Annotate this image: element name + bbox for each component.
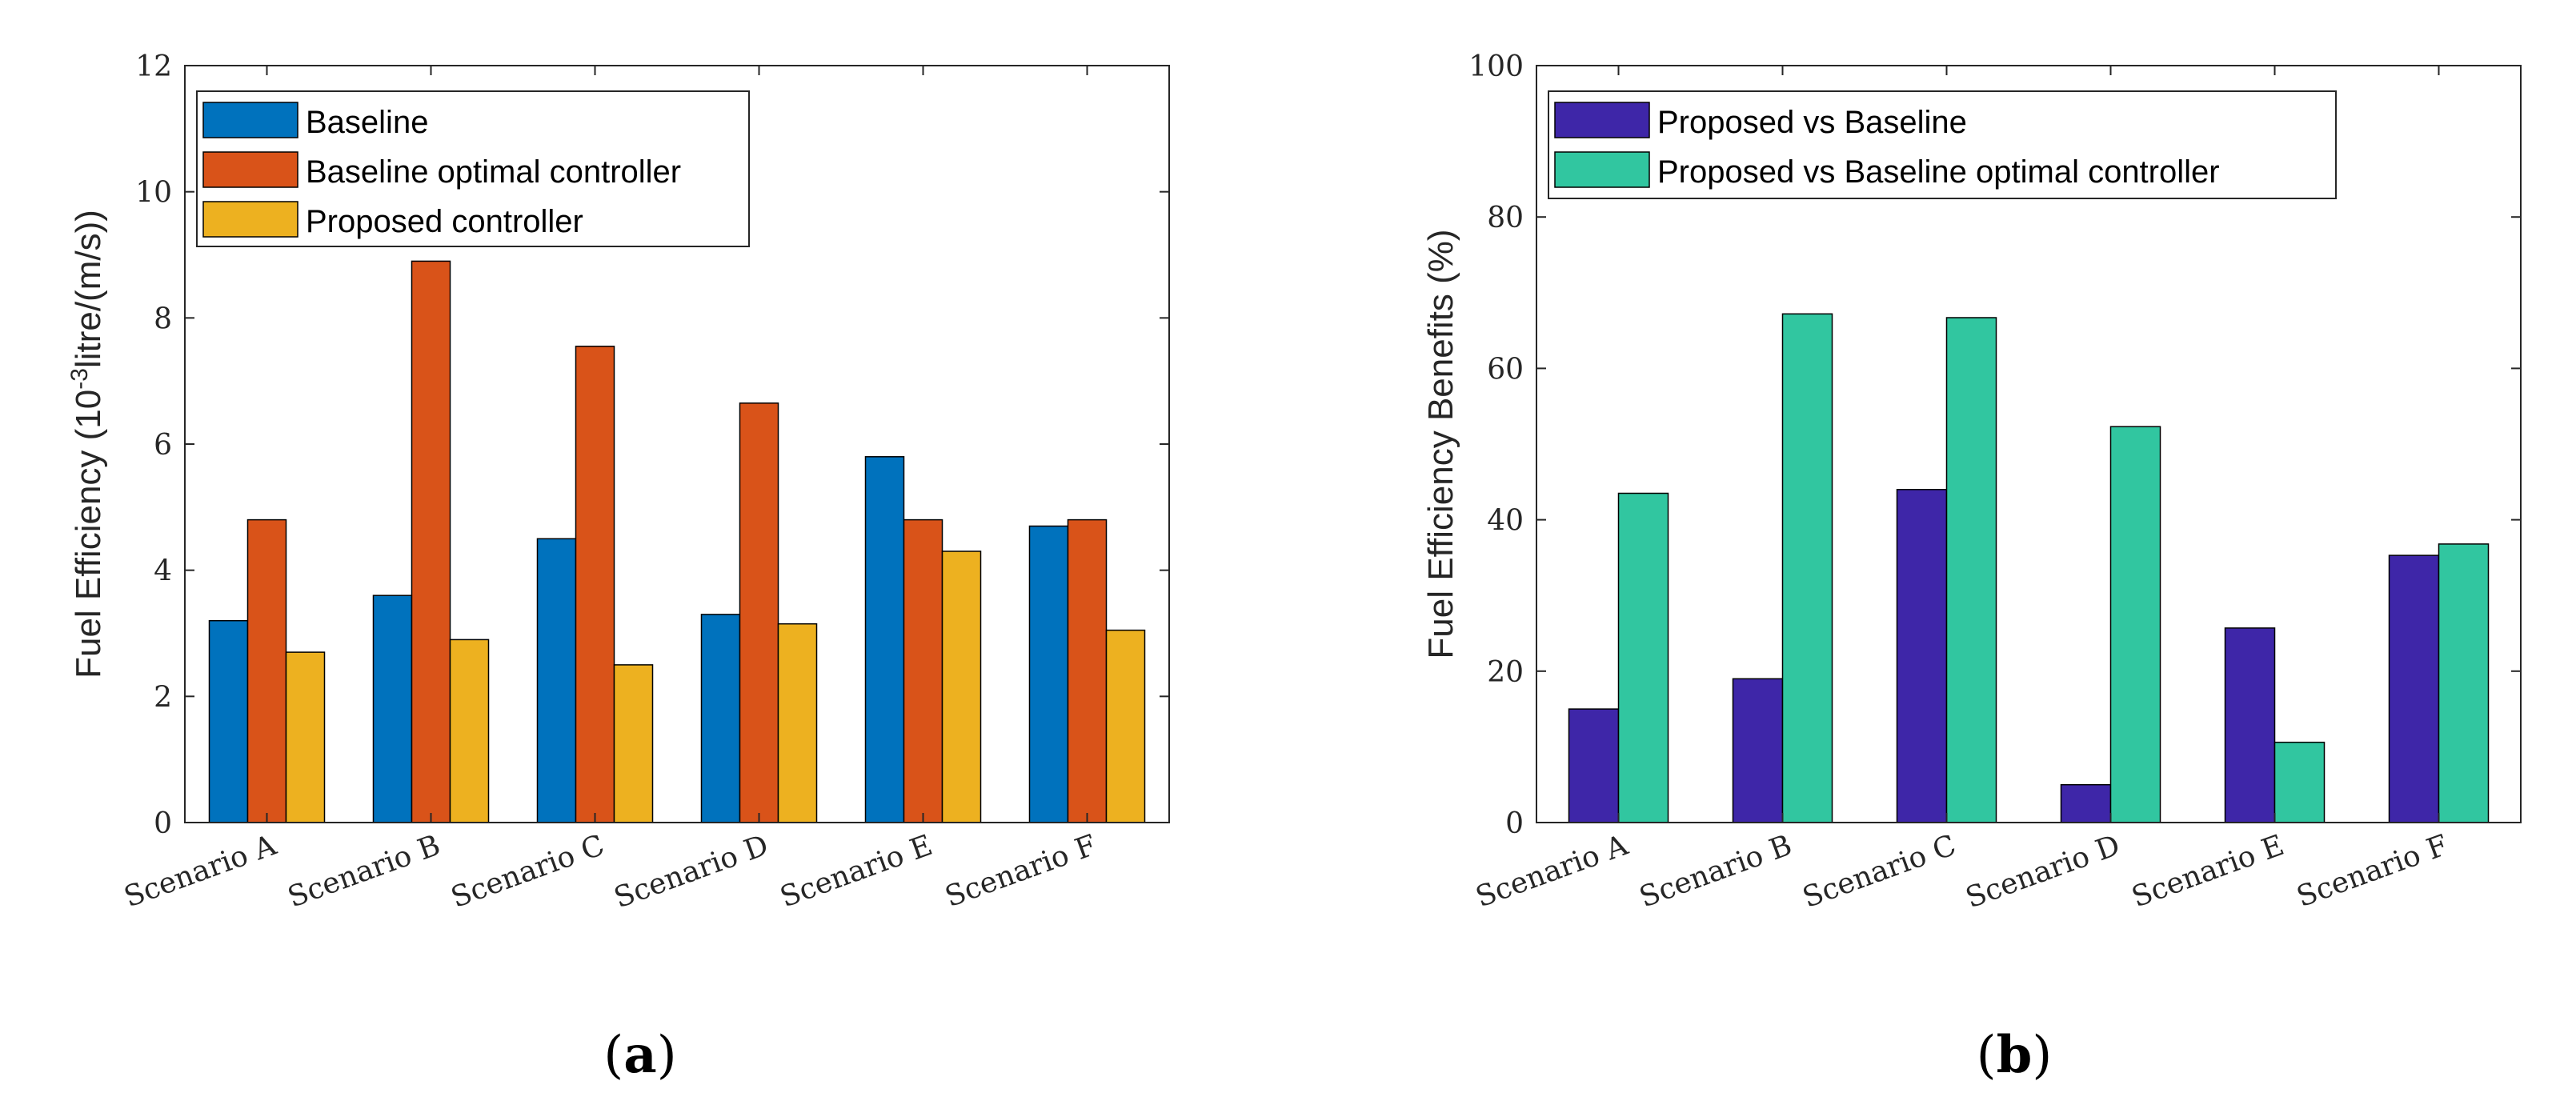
chart-b-legend: Proposed vs Baseline Proposed vs Baselin… xyxy=(1548,90,2337,199)
chart-a-axes-box xyxy=(184,65,1170,823)
chart-a-category-label: Scenario E xyxy=(776,829,937,915)
chart-b-category-label: Scenario E xyxy=(2128,829,2289,915)
chart-a-panel-letter: a xyxy=(623,1025,656,1085)
chart-a-category-label: Scenario A xyxy=(120,829,282,915)
chart-b-bar-s1-scenario-b xyxy=(1781,313,1833,823)
chart-b-ytick-label: 80 xyxy=(1487,202,1524,234)
chart-a-bar-s0-scenario-e xyxy=(864,456,905,823)
chart-b-bar-s0-scenario-b xyxy=(1732,678,1784,823)
chart-a-bar-s2-scenario-b xyxy=(449,639,490,823)
chart-b-category-label: Scenario D xyxy=(1961,829,2124,915)
chart-b-bar-s1-scenario-e xyxy=(2274,741,2326,823)
chart-a-bar-s0-scenario-c xyxy=(536,538,577,823)
chart-b-category-label: Scenario B xyxy=(1635,829,1796,915)
chart-b-legend-swatch-1 xyxy=(1554,151,1650,188)
chart-a-bar-s0-scenario-b xyxy=(372,595,413,823)
chart-b-y-axis-label: Fuel Efficiency Benefits (%) xyxy=(1421,229,1460,659)
chart-a-bar-s1-scenario-f xyxy=(1067,518,1108,823)
chart-a-ytick-label: 4 xyxy=(154,555,172,588)
chart-b-bar-s1-scenario-d xyxy=(2109,426,2161,823)
chart-a-panel-label: (a) xyxy=(603,1025,676,1085)
chart-a-y-axis-label-sup: -3 xyxy=(66,368,93,390)
chart-b-legend-box xyxy=(1548,90,2337,199)
chart-b-ytick-label: 100 xyxy=(1468,50,1524,83)
chart-b-bar-s0-scenario-e xyxy=(2224,627,2276,823)
chart-a-ytick-label: 2 xyxy=(154,681,172,714)
chart-b-bar-s1-scenario-a xyxy=(1617,492,1669,823)
chart-b-bar-s0-scenario-d xyxy=(2060,783,2112,823)
chart-b-bar-s1-scenario-c xyxy=(1945,317,1997,823)
chart-a-bar-s0-scenario-a xyxy=(208,619,249,823)
chart-b-bar-s0-scenario-a xyxy=(1568,708,1620,823)
chart-a-bar-s2-scenario-c xyxy=(613,664,654,823)
chart-a-bar-s2-scenario-d xyxy=(777,623,818,823)
chart-a-legend-swatch-0 xyxy=(202,102,298,138)
chart-a-y-axis-label-pre: Fuel Efficiency (10 xyxy=(69,390,108,679)
chart-a-category-label: Scenario B xyxy=(283,829,444,915)
chart-b-axes-box xyxy=(1536,65,2522,823)
chart-b-ytick-label: 40 xyxy=(1487,505,1524,538)
chart-a-legend-label-0: Baseline xyxy=(306,105,428,140)
chart-a-bar-s1-scenario-c xyxy=(575,346,615,823)
chart-a-bar-s2-scenario-f xyxy=(1105,629,1146,823)
chart-a-category-label: Scenario D xyxy=(610,829,772,915)
chart-a-bar-s0-scenario-f xyxy=(1028,525,1069,823)
chart-b-ytick-label: 20 xyxy=(1487,656,1524,689)
chart-b-legend-label-0: Proposed vs Baseline xyxy=(1657,105,1967,140)
chart-a-y-ticks: 0 2 4 6 8 10 12 xyxy=(135,50,1169,840)
chart-a-bar-s2-scenario-a xyxy=(285,651,326,823)
chart-b-bar-s0-scenario-f xyxy=(2388,554,2440,823)
chart-a-legend-swatch-2 xyxy=(202,201,298,238)
chart-a-category-label: Scenario F xyxy=(941,829,1101,914)
chart-b-panel-label: (b) xyxy=(1977,1025,2053,1085)
chart-a-legend-swatch-1 xyxy=(202,151,298,188)
chart-b-bar-s0-scenario-c xyxy=(1896,489,1948,823)
chart-a-y-axis-label-post: litre/(m/s)) xyxy=(69,210,108,368)
chart-a-bar-s0-scenario-d xyxy=(700,614,741,823)
chart-a-legend-label-2: Proposed controller xyxy=(306,204,583,239)
chart-b-legend-label-1: Proposed vs Baseline optimal controller xyxy=(1657,154,2220,190)
chart-b-bars xyxy=(1568,313,2490,823)
chart-b-category-label: Scenario A xyxy=(1472,829,1633,915)
chart-a-ytick-label: 8 xyxy=(154,302,172,335)
chart-a-ytick-label: 6 xyxy=(154,429,172,462)
chart-a-bar-s1-scenario-e xyxy=(903,518,943,823)
chart-b-ytick-label: 0 xyxy=(1505,807,1524,840)
chart-b-ytick-label: 60 xyxy=(1487,353,1524,386)
chart-a-legend-label-1: Baseline optimal controller xyxy=(306,154,681,190)
chart-a-ytick-label: 0 xyxy=(154,807,172,840)
chart-a-legend: Baseline Baseline optimal controller Pro… xyxy=(196,90,750,247)
chart-b-category-label: Scenario C xyxy=(1798,829,1960,915)
chart-a-y-axis-label: Fuel Efficiency (10-3litre/(m/s)) xyxy=(66,210,109,679)
chart-b-panel-letter: b xyxy=(1997,1025,2033,1085)
chart-a-bar-s1-scenario-a xyxy=(246,518,287,823)
chart-b-category-label: Scenario F xyxy=(2293,829,2453,914)
chart-a-ytick-label: 12 xyxy=(135,50,172,83)
chart-a-bar-s1-scenario-d xyxy=(739,402,779,823)
chart-a-ytick-label: 10 xyxy=(135,177,172,210)
chart-a: 0 2 4 6 8 10 12 Scenario A Scenario B Scenario C… xyxy=(66,50,1170,1085)
chart-b-bar-s1-scenario-f xyxy=(2438,543,2490,823)
chart-a-bars xyxy=(208,260,1146,823)
chart-a-category-label: Scenario C xyxy=(447,829,608,915)
chart-a-bar-s1-scenario-b xyxy=(411,260,451,823)
chart-b-legend-swatch-0 xyxy=(1554,102,1650,138)
chart-a-bar-s2-scenario-e xyxy=(941,550,982,823)
